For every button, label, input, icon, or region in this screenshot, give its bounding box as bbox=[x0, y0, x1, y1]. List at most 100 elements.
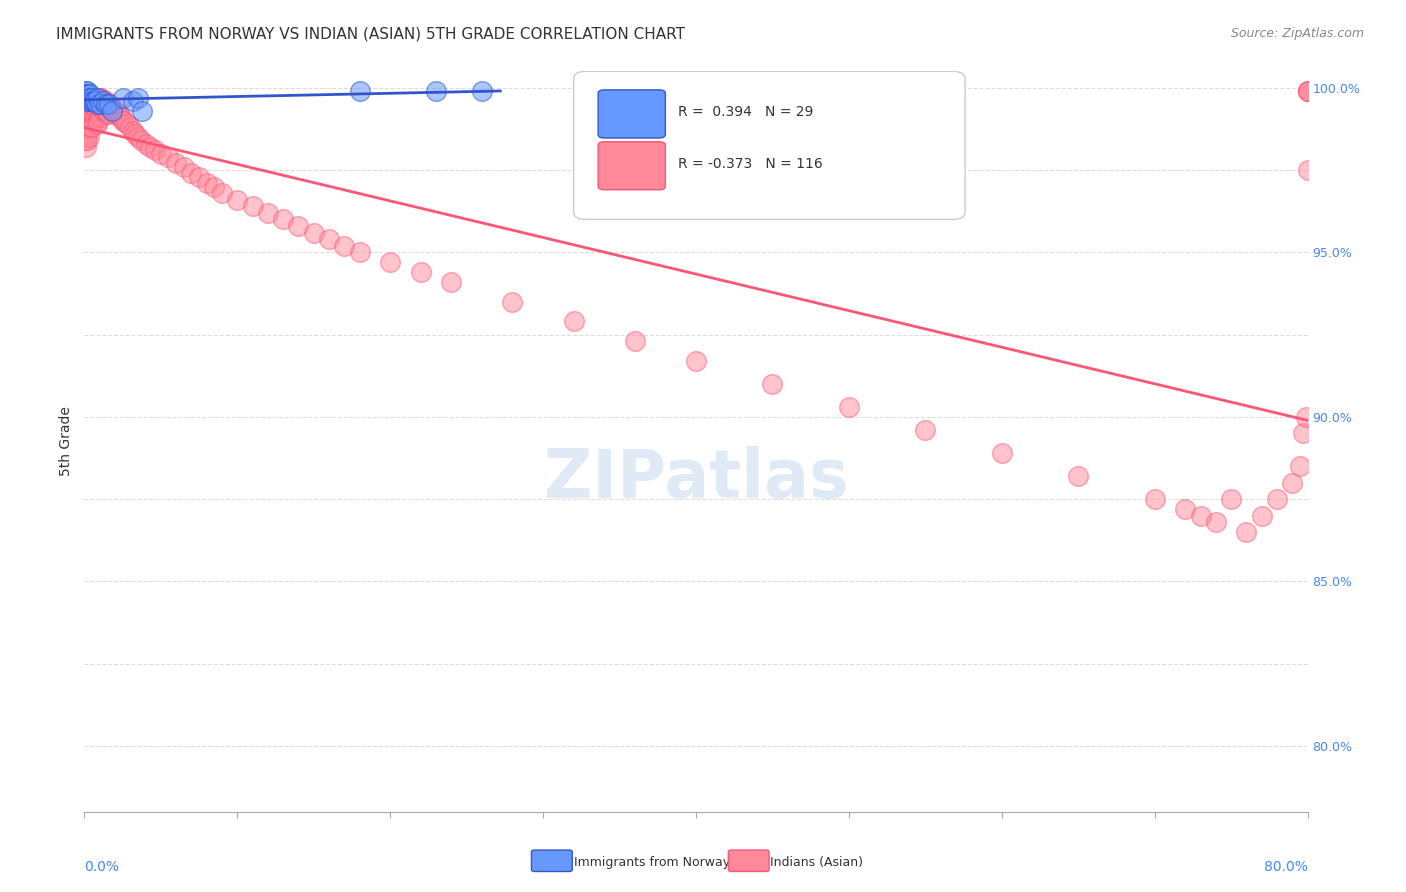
Point bbox=[115, 117, 138, 131]
Point bbox=[1265, 492, 1288, 507]
Point bbox=[86, 117, 108, 131]
Point bbox=[101, 103, 124, 118]
Point bbox=[112, 113, 135, 128]
Point bbox=[77, 91, 100, 105]
Point bbox=[761, 376, 783, 391]
Point bbox=[76, 87, 98, 102]
Point bbox=[1296, 84, 1319, 98]
Point bbox=[287, 219, 309, 233]
Point bbox=[318, 232, 340, 246]
Point bbox=[87, 113, 110, 128]
Point bbox=[83, 103, 105, 118]
Point bbox=[97, 97, 120, 112]
Point bbox=[98, 101, 121, 115]
Point bbox=[90, 91, 112, 105]
Point bbox=[84, 94, 107, 108]
Point bbox=[75, 127, 97, 141]
Point bbox=[79, 120, 101, 135]
Point bbox=[91, 103, 114, 118]
Point bbox=[77, 97, 100, 112]
Text: Immigrants from Norway: Immigrants from Norway bbox=[574, 856, 730, 869]
Point bbox=[89, 101, 111, 115]
Point bbox=[83, 94, 105, 108]
Point bbox=[105, 107, 128, 121]
Point bbox=[165, 156, 187, 170]
Point bbox=[188, 169, 211, 184]
Point bbox=[94, 97, 117, 112]
Point bbox=[425, 84, 447, 98]
Point bbox=[94, 94, 117, 108]
Point bbox=[96, 107, 118, 121]
Point bbox=[440, 275, 463, 289]
Point bbox=[89, 111, 111, 125]
Y-axis label: 5th Grade: 5th Grade bbox=[59, 407, 73, 476]
Point bbox=[502, 294, 524, 309]
Point bbox=[838, 400, 860, 414]
Point bbox=[1220, 492, 1243, 507]
Point bbox=[108, 111, 131, 125]
Point bbox=[89, 97, 111, 112]
Point bbox=[79, 91, 101, 105]
Point bbox=[349, 245, 371, 260]
Point bbox=[1143, 492, 1166, 507]
Point bbox=[1067, 469, 1090, 483]
Point bbox=[89, 91, 111, 105]
Point bbox=[75, 87, 97, 102]
Point bbox=[80, 107, 103, 121]
Point bbox=[107, 107, 129, 121]
Point bbox=[129, 133, 152, 147]
Point bbox=[77, 130, 100, 145]
Point bbox=[271, 212, 294, 227]
Point bbox=[79, 101, 101, 115]
Point bbox=[91, 94, 114, 108]
Point bbox=[562, 314, 585, 328]
Point bbox=[87, 91, 110, 105]
Point bbox=[79, 87, 101, 102]
FancyBboxPatch shape bbox=[598, 90, 665, 138]
Point bbox=[914, 423, 936, 437]
Point bbox=[131, 103, 153, 118]
Point bbox=[97, 107, 120, 121]
Text: 80.0%: 80.0% bbox=[1264, 860, 1308, 874]
Point bbox=[1189, 508, 1212, 523]
Point bbox=[77, 120, 100, 135]
Point bbox=[195, 176, 218, 190]
Point bbox=[1174, 502, 1197, 516]
Point bbox=[110, 111, 132, 125]
Point bbox=[409, 265, 432, 279]
Point bbox=[93, 103, 115, 118]
Point bbox=[76, 97, 98, 112]
Point bbox=[1296, 84, 1319, 98]
Point bbox=[75, 84, 97, 98]
Point bbox=[87, 103, 110, 118]
Point bbox=[135, 136, 157, 151]
Point bbox=[157, 150, 180, 164]
Point bbox=[1295, 409, 1317, 424]
Point bbox=[76, 91, 98, 105]
Point bbox=[226, 193, 249, 207]
Point bbox=[1292, 426, 1315, 441]
Point bbox=[349, 84, 371, 98]
Point bbox=[1250, 508, 1272, 523]
Point bbox=[1289, 459, 1312, 474]
Point bbox=[149, 146, 172, 161]
Point bbox=[122, 94, 145, 108]
Text: R =  0.394   N = 29: R = 0.394 N = 29 bbox=[678, 105, 813, 119]
Text: Indians (Asian): Indians (Asian) bbox=[770, 856, 863, 869]
Point bbox=[77, 94, 100, 108]
Point bbox=[80, 94, 103, 108]
Point bbox=[1296, 84, 1319, 98]
Point bbox=[471, 84, 494, 98]
Point bbox=[77, 113, 100, 128]
Point bbox=[80, 120, 103, 135]
Point bbox=[75, 133, 97, 147]
Point bbox=[94, 103, 117, 118]
Point bbox=[87, 94, 110, 108]
Point bbox=[180, 166, 202, 180]
Point bbox=[380, 255, 402, 269]
Point bbox=[80, 91, 103, 105]
Point bbox=[86, 91, 108, 105]
Point bbox=[76, 120, 98, 135]
Point bbox=[76, 127, 98, 141]
Text: Source: ZipAtlas.com: Source: ZipAtlas.com bbox=[1230, 27, 1364, 40]
